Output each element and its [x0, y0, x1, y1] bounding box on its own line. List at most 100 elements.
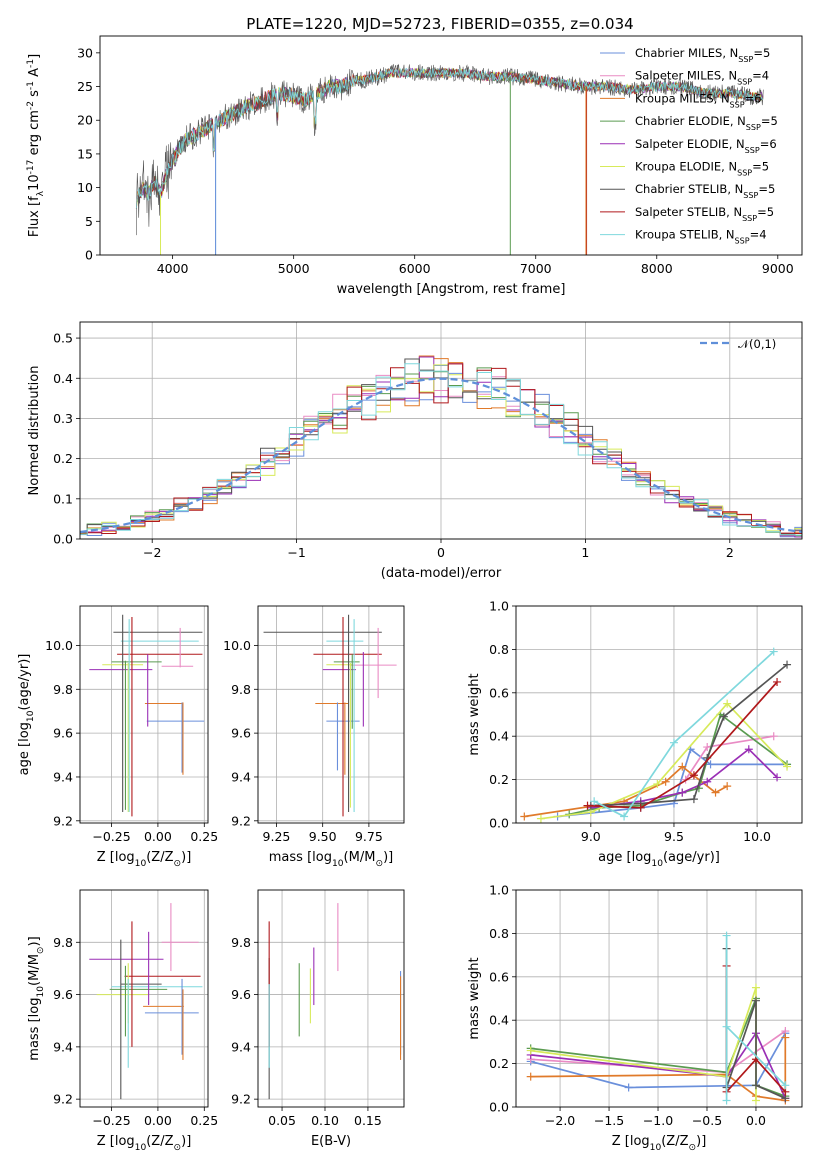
x-tick-label: −0.5: [692, 1113, 722, 1128]
panel-6: 0.05 0.10 0.15 9.2 9.4 9.6 9.8 E(B-V): [231, 889, 405, 1149]
text-span: Z [log: [97, 1134, 135, 1149]
histogram-step: [80, 365, 802, 538]
legend-label: Salpeter ELODIE, NSSP=6: [635, 137, 777, 155]
text-span: Chabrier MILES, N: [635, 46, 738, 60]
text-span: (M/M: [27, 954, 42, 986]
data-point: [703, 777, 712, 786]
mass-weight-line: [684, 735, 774, 781]
x-tick-label: 5000: [278, 261, 310, 276]
x-axis-label: wavelength [Angstrom, rest frame]: [337, 282, 566, 297]
data-point: [706, 760, 715, 769]
text-span: 10: [36, 986, 46, 998]
text-span: ⊙: [375, 859, 383, 869]
y-tick-label: 0.0: [489, 1100, 509, 1115]
x-axis-label: Z [log10(Z/Z⊙)]: [612, 1134, 707, 1153]
text-span: SSP: [737, 168, 752, 177]
plot-area: [80, 355, 802, 538]
text-span: ⊙: [689, 1143, 697, 1153]
mass-weight-line: [557, 747, 787, 818]
plot-area: [526, 931, 790, 1105]
text-span: =5: [758, 182, 775, 196]
data-point: [719, 712, 728, 721]
data-point: [751, 996, 760, 1005]
data-point: [703, 743, 712, 752]
panel-0: 4000 5000 6000 7000 8000 9000 0 5 10 15 20 25 30 wave…: [26, 35, 803, 297]
text-span: mass weight: [467, 673, 482, 755]
panel-7: −2.0 −1.5 −1.0 −0.5 0.0 0.0 0.2 0.4 0.6 0.8 1.0 Z […: [467, 883, 803, 1153]
legend-label: Kroupa ELODIE, NSSP=5: [635, 160, 769, 178]
plot-area: [520, 647, 792, 823]
y-tick-label: 0.1: [53, 491, 73, 506]
y-tick-label: 9.2: [231, 813, 251, 828]
text-span: SSP: [735, 236, 750, 245]
panel-1: −2 −1 0 1 2 0.0 0.1 0.2 0.3 0.4 0.5 (data-model)/er…: [27, 321, 803, 581]
data-point: [590, 797, 599, 806]
text-span: ⊙: [174, 859, 182, 869]
data-point: [773, 677, 782, 686]
data-point: [526, 1072, 535, 1081]
text-span: Kroupa ELODIE, N: [635, 160, 737, 174]
mass-weight-line: [593, 650, 775, 818]
y-tick-label: 9.2: [53, 813, 73, 828]
text-span: -17: [26, 159, 36, 174]
text-span: Flux [f: [27, 196, 42, 237]
y-tick-label: 10.0: [223, 638, 251, 653]
text-span: )]: [696, 1134, 706, 1149]
axes-frame: [515, 605, 803, 824]
data-point: [678, 788, 687, 797]
spectrum-title: PLATE=1220, MJD=52723, FIBERID=0355, z=0…: [246, 15, 633, 33]
x-tick-label: −1.5: [594, 1113, 624, 1128]
y-tick-label: 9.8: [231, 935, 251, 950]
x-axis-label: (data-model)/error: [381, 566, 502, 581]
x-tick-label: 0: [437, 545, 445, 560]
text-span: Salpeter MILES, N: [635, 69, 737, 83]
legend-label: Chabrier STELIB, NSSP=5: [635, 182, 775, 200]
text-span: (Z/Z: [661, 1134, 688, 1149]
text-span: (Z/Z: [146, 850, 173, 865]
text-span: Z [log: [612, 1134, 650, 1149]
y-tick-label: 0.4: [489, 1013, 509, 1028]
y-tick-label: 9.6: [231, 987, 251, 1002]
y-tick-label: 30: [77, 45, 93, 60]
y-tick-label: 0.6: [489, 969, 509, 984]
panel-5: −0.25 0.00 0.259.29.49.69.8Z [log10(Z/Z⊙)]…: [27, 889, 218, 1153]
x-tick-label: 1: [581, 545, 589, 560]
text-span: (age/yr)]: [17, 654, 32, 711]
data-point: [783, 660, 792, 669]
x-axis-label: Z [log10(Z/Z⊙)]: [97, 850, 192, 869]
x-axis-label: E(B-V): [311, 1134, 351, 1149]
legend-label: Kroupa STELIB, NSSP=4: [635, 228, 767, 246]
x-tick-label: 0.25: [190, 829, 218, 844]
text-span: Z [log: [97, 850, 135, 865]
data-point: [636, 803, 645, 812]
data-point: [536, 814, 545, 823]
text-span: SSP: [738, 55, 753, 64]
data-point: [751, 1096, 760, 1105]
y-tick-label: 9.6: [53, 726, 73, 741]
data-point: [723, 782, 732, 791]
y-tick-label: 0.2: [489, 772, 509, 787]
text-span: age [log: [17, 722, 32, 775]
x-tick-label: −2: [143, 545, 161, 560]
axes-frame: [79, 889, 209, 1108]
y-axis-label: mass [log10(M/M⊙)]: [27, 936, 46, 1060]
x-tick-label: 9.25: [263, 829, 291, 844]
y-tick-label: 9.8: [231, 682, 251, 697]
x-tick-label: −1.0: [643, 1113, 673, 1128]
text-span: )]: [383, 850, 393, 865]
text-span: ]: [27, 54, 42, 59]
plot-area: [263, 614, 397, 817]
mass-weight-line: [530, 1031, 787, 1099]
data-point: [722, 931, 731, 940]
histogram-step: [80, 355, 802, 536]
x-tick-label: 0.00: [144, 1113, 172, 1128]
text-span: SSP: [730, 100, 745, 109]
text-span: )]: [181, 1134, 191, 1149]
y-tick-label: 9.6: [231, 726, 251, 741]
text-span: (data-model)/error: [381, 566, 502, 581]
y-tick-label: 5: [85, 214, 93, 229]
text-span: 10: [27, 174, 42, 191]
plot-area: [268, 903, 402, 1100]
y-axis-label: mass weight: [467, 957, 482, 1039]
text-span: =5: [761, 114, 778, 128]
